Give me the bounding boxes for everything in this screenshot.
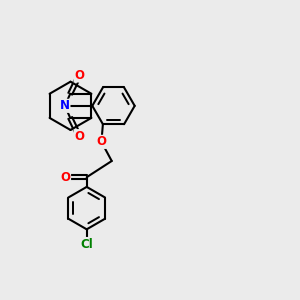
Text: Cl: Cl [80, 238, 93, 250]
Text: O: O [61, 171, 70, 184]
Text: O: O [74, 130, 84, 143]
Text: O: O [96, 135, 106, 148]
Text: O: O [74, 69, 84, 82]
Text: N: N [60, 99, 70, 112]
